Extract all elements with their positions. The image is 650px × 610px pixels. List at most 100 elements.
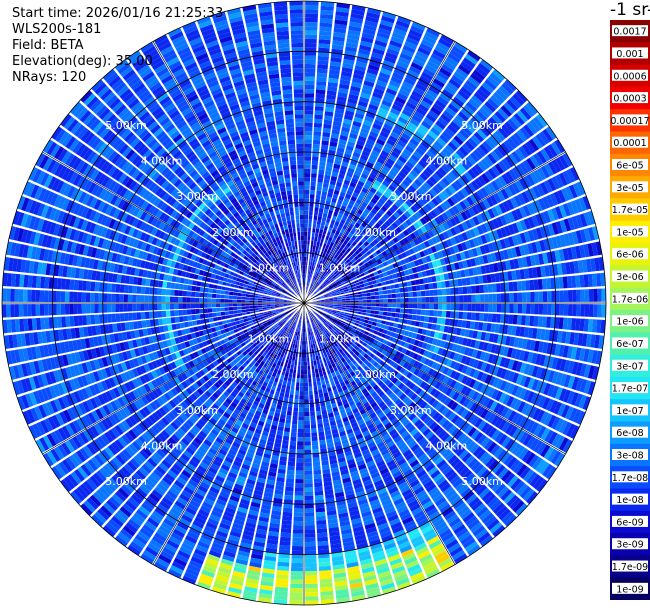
backscatter-cell [322,413,328,419]
backscatter-cell [342,261,348,267]
backscatter-cell [270,357,276,363]
backscatter-cell [312,245,316,250]
backscatter-cell [247,222,254,229]
backscatter-cell [256,273,262,278]
backscatter-cell [328,294,333,297]
backscatter-cell [403,269,410,276]
backscatter-cell [329,241,335,247]
backscatter-cell [270,318,275,322]
backscatter-cell [291,360,295,366]
backscatter-cell [444,280,450,288]
backscatter-cell [261,139,270,145]
backscatter-cell [278,280,283,285]
backscatter-cell [332,326,337,331]
backscatter-cell [241,378,247,385]
backscatter-cell [246,371,252,378]
backscatter-cell [235,179,243,187]
backscatter-cell [311,369,315,374]
backscatter-cell [395,226,403,234]
backscatter-cell [252,318,257,323]
backscatter-cell [266,414,274,421]
backscatter-cell [333,270,339,275]
backscatter-cell [282,221,288,226]
backscatter-cell [280,148,288,154]
backscatter-cell [170,310,175,317]
backscatter-cell [142,251,149,260]
backscatter-cell [212,312,217,318]
backscatter-cell [166,235,173,243]
backscatter-cell [409,358,416,366]
backscatter-cell [314,249,318,255]
backscatter-cell [198,237,206,244]
backscatter-cell [348,345,354,351]
backscatter-cell [172,345,179,353]
backscatter-cell [246,327,252,332]
backscatter-cell [281,384,287,390]
backscatter-cell [331,362,337,368]
backscatter-cell [197,407,206,415]
backscatter-cell [376,341,383,347]
backscatter-cell [335,289,340,293]
backscatter-cell [254,145,263,152]
backscatter-cell [188,339,195,347]
backscatter-cell [308,227,312,233]
backscatter-cell [317,173,324,179]
backscatter-cell [344,278,349,282]
backscatter-cell [333,304,338,307]
backscatter-cell [165,303,170,310]
backscatter-cell [224,253,230,259]
backscatter-cell [280,388,286,394]
backscatter-cell [341,273,347,278]
backscatter-cell [241,303,246,306]
backscatter-cell [349,159,358,166]
backscatter-cell [197,179,206,188]
backscatter-cell [213,217,221,225]
backscatter-cell [268,323,274,328]
backscatter-cell [264,232,270,238]
backscatter-cell [192,261,199,268]
backscatter-cell [256,253,262,259]
backscatter-cell [245,252,251,258]
backscatter-cell [430,353,437,361]
backscatter-cell [386,270,392,276]
backscatter-cell [345,298,351,301]
backscatter-cell [170,282,176,289]
backscatter-cell [336,274,342,279]
backscatter-cell [463,347,470,356]
backscatter-cell [298,198,304,203]
backscatter-cell [414,407,422,416]
backscatter-cell [263,147,272,153]
backscatter-cell [426,247,433,255]
backscatter-cell [271,332,276,338]
backscatter-cell [411,384,419,393]
backscatter-cell [246,170,254,177]
backscatter-cell [338,426,345,433]
backscatter-cell [171,245,178,253]
backscatter-cell [163,325,169,333]
backscatter-cell [193,248,200,255]
backscatter-cell [288,288,293,292]
backscatter-cell [330,467,340,473]
backscatter-cell [269,253,275,259]
backscatter-cell [295,466,304,471]
backscatter-cell [208,317,214,323]
backscatter-cell [199,354,206,362]
backscatter-cell [159,240,166,249]
backscatter-cell [345,406,352,413]
backscatter-cell [386,330,392,336]
backscatter-cell [383,202,391,210]
backscatter-cell [327,408,333,414]
backscatter-cell [416,219,424,228]
backscatter-cell [233,211,240,218]
backscatter-cell [151,370,158,379]
backscatter-cell [332,375,338,382]
backscatter-cell [431,379,439,387]
backscatter-cell [138,268,144,277]
backscatter-cell [332,406,339,413]
backscatter-cell [301,244,304,249]
backscatter-cell [343,288,349,292]
backscatter-cell [332,432,340,439]
backscatter-cell [207,248,213,255]
backscatter-cell [336,350,341,356]
backscatter-cell [373,194,380,201]
